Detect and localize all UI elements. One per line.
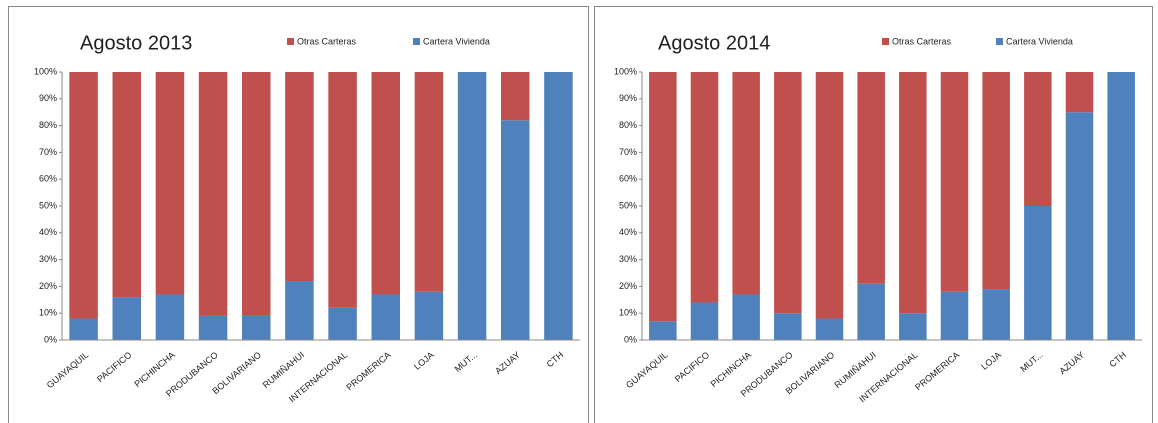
bar-segment [501, 72, 530, 121]
bar-segment [899, 313, 927, 340]
bar-segment [732, 294, 760, 340]
bar-segment [328, 72, 357, 308]
bar-segment [457, 72, 487, 340]
y-tick-label: 80% [619, 120, 637, 130]
bar-segment [649, 321, 677, 340]
bar-segment [690, 302, 719, 340]
bar-segment [982, 289, 1010, 340]
chart: Agosto 2013 Otras Carteras Cartera Viviend… [34, 32, 580, 404]
legend-swatch [996, 38, 1003, 45]
bar-segment [242, 315, 271, 340]
bar-segment [1065, 72, 1094, 113]
bar-segment [242, 72, 271, 316]
bar-segment [899, 72, 927, 314]
legend-label: Otras Carteras [892, 36, 952, 46]
bar-segment [857, 283, 885, 340]
bar-segment [371, 294, 400, 340]
legend-label: Cartera Vivienda [1006, 36, 1073, 46]
chart-title: Agosto 2014 [658, 32, 770, 54]
bar-segment [501, 120, 530, 341]
legend-swatch [413, 38, 420, 45]
bar-segment [414, 72, 444, 292]
y-tick-label: 70% [39, 147, 57, 157]
bar-segment [414, 291, 444, 340]
legend-label: Cartera Vivienda [423, 36, 490, 46]
y-tick-label: 40% [619, 227, 637, 237]
bar-segment [732, 72, 760, 295]
y-tick-label: 30% [619, 254, 637, 264]
chart-title: Agosto 2013 [80, 32, 192, 54]
y-tick-label: 60% [39, 174, 57, 184]
y-tick-label: 40% [39, 227, 57, 237]
y-tick-label: 20% [619, 281, 637, 291]
bar-segment [328, 307, 357, 340]
bar-segment [198, 72, 228, 316]
bar-segment [69, 318, 98, 340]
legend-swatch [287, 38, 294, 45]
bar-segment [774, 72, 802, 314]
bar-segment [69, 72, 98, 319]
y-tick-label: 10% [619, 308, 637, 318]
y-tick-label: 0% [624, 334, 637, 344]
bar-segment [544, 72, 573, 340]
y-tick-label: 100% [34, 66, 57, 76]
bar-segment [285, 72, 314, 282]
bar-segment [940, 72, 969, 292]
y-tick-label: 50% [619, 200, 637, 210]
y-tick-label: 70% [619, 147, 637, 157]
bar-segment [815, 318, 844, 340]
bar-segment [112, 72, 141, 298]
legend-label: Otras Carteras [297, 36, 357, 46]
bar-segment [982, 72, 1010, 290]
bar-segment [1024, 72, 1052, 206]
bar-segment [940, 291, 969, 340]
legend-swatch [882, 38, 889, 45]
bar-segment [155, 72, 185, 295]
y-tick-label: 0% [44, 334, 57, 344]
bar-segment [649, 72, 677, 322]
bar-segment [1065, 112, 1094, 340]
bar-segment [690, 72, 719, 303]
y-tick-label: 30% [39, 254, 57, 264]
y-tick-label: 80% [39, 120, 57, 130]
bar-segment [371, 72, 400, 295]
bar-segment [155, 294, 185, 340]
bar-segment [112, 297, 141, 340]
y-tick-label: 60% [619, 174, 637, 184]
y-tick-label: 100% [614, 66, 637, 76]
y-tick-label: 20% [39, 281, 57, 291]
bar-segment [285, 281, 314, 340]
y-tick-label: 90% [39, 93, 57, 103]
bar-segment [774, 313, 802, 340]
bar-segment [198, 315, 228, 340]
y-tick-label: 90% [619, 93, 637, 103]
y-tick-label: 50% [39, 200, 57, 210]
bar-segment [857, 72, 885, 284]
y-tick-label: 10% [39, 308, 57, 318]
bar-segment [815, 72, 844, 319]
bar-segment [1107, 72, 1135, 340]
bar-segment [1024, 206, 1052, 340]
